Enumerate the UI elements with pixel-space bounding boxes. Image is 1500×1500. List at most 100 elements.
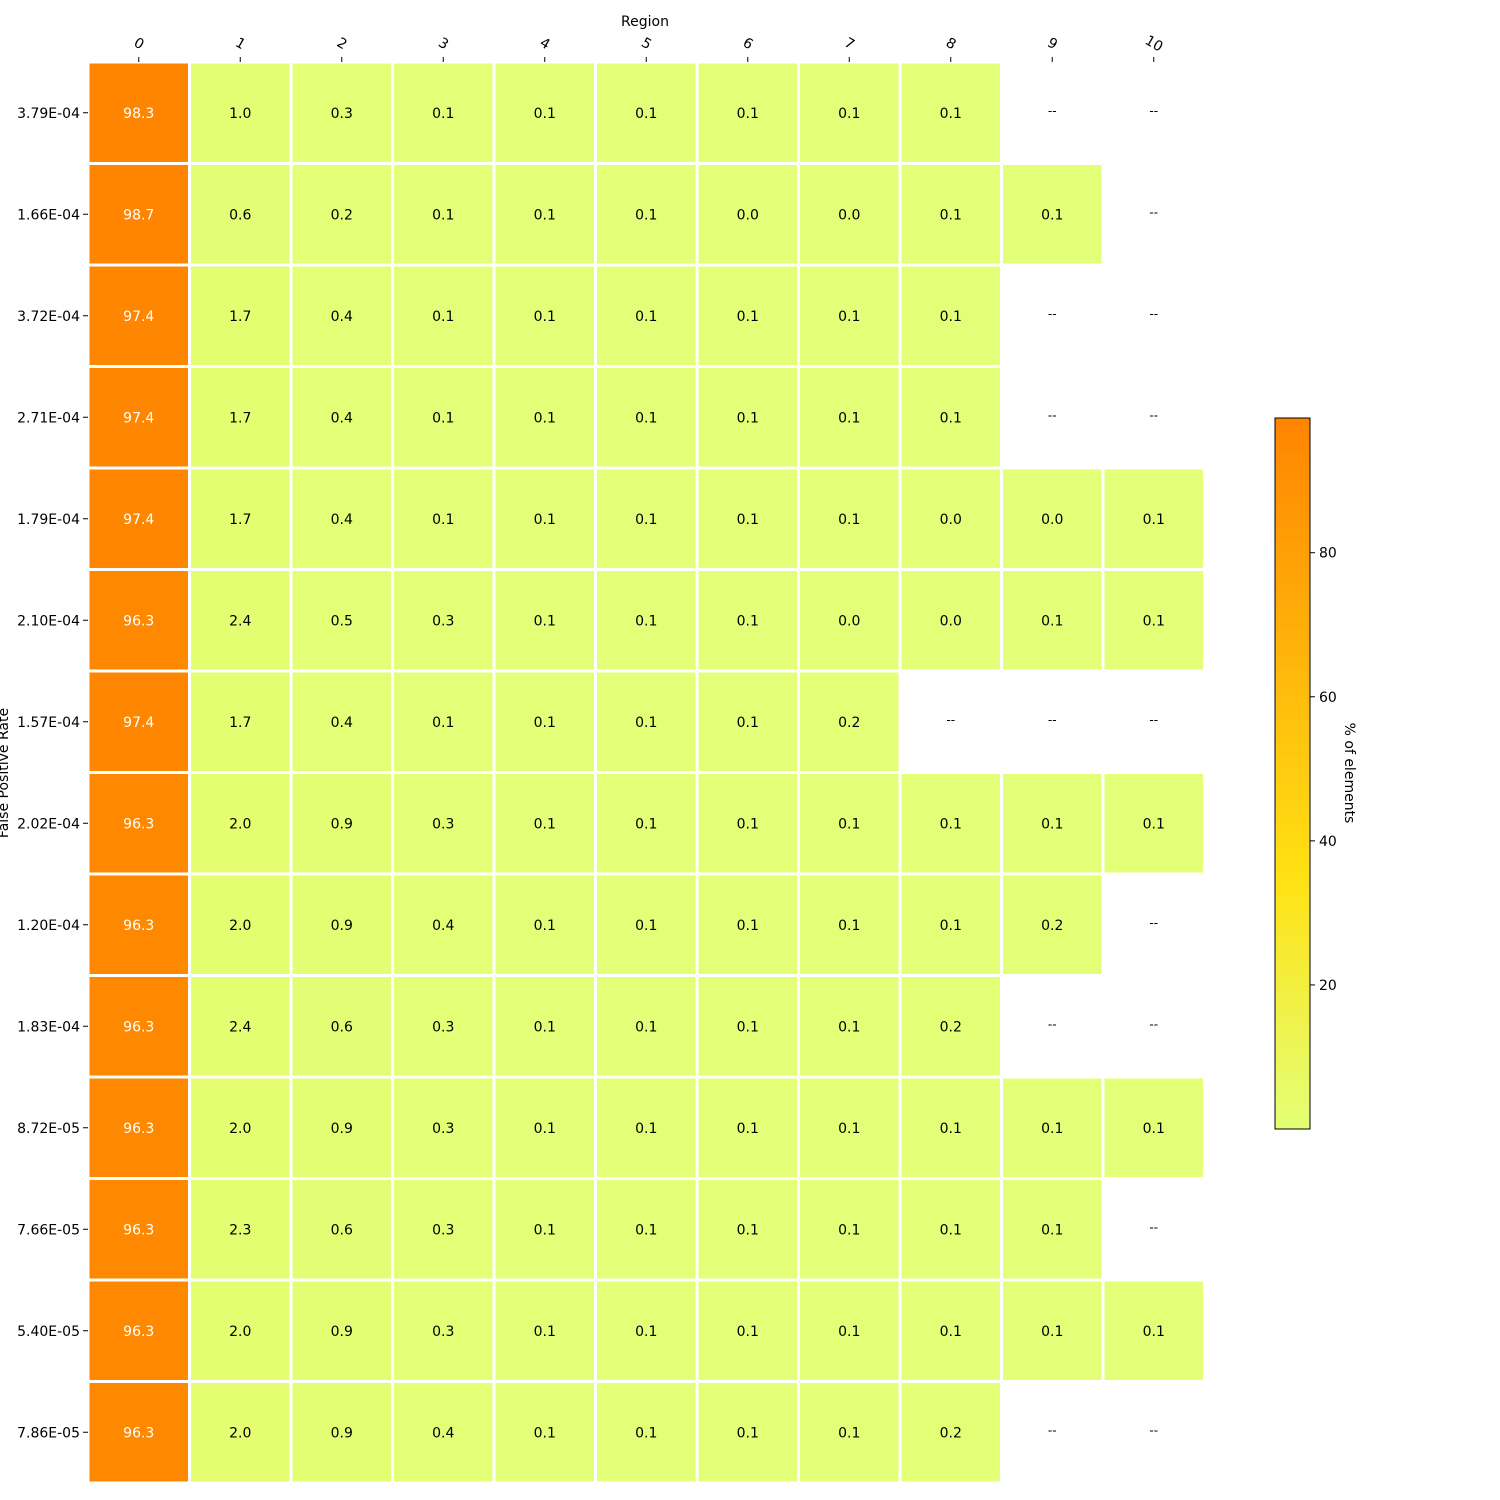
heatmap-cell-value: 97.4 bbox=[123, 309, 154, 325]
x-tick-label: 1 bbox=[232, 35, 248, 53]
heatmap-cell bbox=[191, 774, 290, 873]
heatmap-missing-label: -- bbox=[1149, 916, 1158, 930]
heatmap-cell-value: 0.3 bbox=[432, 1121, 454, 1137]
heatmap-cell bbox=[495, 1078, 594, 1177]
heatmap-cell bbox=[89, 1078, 188, 1177]
heatmap-cell bbox=[292, 875, 391, 974]
heatmap-cell bbox=[495, 672, 594, 771]
heatmap-cell bbox=[89, 1281, 188, 1380]
x-tick-label: 10 bbox=[1142, 33, 1165, 56]
heatmap-cell-value: 0.1 bbox=[635, 512, 657, 528]
heatmap-cell bbox=[597, 165, 696, 264]
heatmap-cell bbox=[1003, 1078, 1102, 1177]
heatmap-cell-value: 2.4 bbox=[229, 1019, 251, 1035]
heatmap-missing-label: -- bbox=[1149, 104, 1158, 118]
heatmap-cell-value: 1.7 bbox=[229, 715, 251, 731]
heatmap-cell bbox=[597, 1383, 696, 1482]
y-tick-label: 3.72E-04 bbox=[17, 309, 80, 325]
heatmap-cell-value: 2.0 bbox=[229, 1425, 251, 1441]
heatmap-cell-value: 0.4 bbox=[331, 512, 353, 528]
heatmap-cell-value: 96.3 bbox=[123, 918, 154, 934]
heatmap-cell-value: 0.1 bbox=[635, 106, 657, 122]
colorbar-gradient bbox=[1274, 417, 1311, 1130]
heatmap-cell bbox=[89, 875, 188, 974]
heatmap-cell bbox=[191, 571, 290, 670]
heatmap-cell-value: 0.0 bbox=[940, 512, 962, 528]
heatmap-cell bbox=[1003, 165, 1102, 264]
heatmap-cell-value: 0.1 bbox=[838, 410, 860, 426]
heatmap-cell-value: 0.1 bbox=[534, 1222, 556, 1238]
heatmap-cell bbox=[800, 266, 899, 365]
heatmap-cell-value: 1.7 bbox=[229, 309, 251, 325]
heatmap-cell bbox=[394, 875, 493, 974]
heatmap-cell bbox=[800, 165, 899, 264]
heatmap-cell-value: 0.1 bbox=[940, 309, 962, 325]
y-tick-label: 7.86E-05 bbox=[17, 1425, 80, 1441]
heatmap-cell bbox=[597, 266, 696, 365]
heatmap-cell-value: 0.1 bbox=[838, 1425, 860, 1441]
heatmap-cell-value: 0.6 bbox=[331, 1222, 353, 1238]
heatmap-cell bbox=[394, 266, 493, 365]
heatmap-cell-value: 0.1 bbox=[635, 715, 657, 731]
heatmap-cell bbox=[191, 266, 290, 365]
heatmap-cell bbox=[1003, 571, 1102, 670]
heatmap-cell-value: 0.2 bbox=[940, 1019, 962, 1035]
heatmap-cell bbox=[1003, 469, 1102, 568]
heatmap-cell bbox=[191, 368, 290, 467]
heatmap-cell-value: 0.1 bbox=[534, 1019, 556, 1035]
heatmap-cell-value: 0.1 bbox=[635, 410, 657, 426]
heatmap-cell bbox=[698, 774, 797, 873]
heatmap-cell-value: 0.9 bbox=[331, 1121, 353, 1137]
heatmap-cell bbox=[597, 1180, 696, 1279]
heatmap-cell bbox=[597, 469, 696, 568]
heatmap-cell bbox=[191, 1078, 290, 1177]
heatmap-cell-value: 0.3 bbox=[432, 613, 454, 629]
heatmap-cell bbox=[1104, 1281, 1203, 1380]
heatmap-cell bbox=[901, 165, 1000, 264]
heatmap-cell-value: 0.4 bbox=[432, 1425, 454, 1441]
heatmap-cell-value: 0.4 bbox=[432, 918, 454, 934]
heatmap-missing-label: -- bbox=[1149, 408, 1158, 422]
heatmap-cell-value: 0.1 bbox=[534, 1121, 556, 1137]
heatmap-cell-value: 0.1 bbox=[737, 410, 759, 426]
heatmap-cell-value: 0.1 bbox=[940, 816, 962, 832]
heatmap-cell bbox=[495, 774, 594, 873]
y-tick-label: 1.20E-04 bbox=[17, 918, 80, 934]
heatmap-cell-value: 0.1 bbox=[940, 410, 962, 426]
colorbar: 20 40 60 80 % of elements bbox=[1274, 417, 1357, 1130]
heatmap-cell bbox=[292, 63, 391, 162]
heatmap-cell-value: 2.0 bbox=[229, 816, 251, 832]
heatmap-cell bbox=[89, 368, 188, 467]
heatmap-cell-value: 0.6 bbox=[331, 1019, 353, 1035]
heatmap-cell bbox=[698, 368, 797, 467]
heatmap-cell bbox=[89, 469, 188, 568]
heatmap-cell bbox=[495, 63, 594, 162]
y-tick-label: 1.57E-04 bbox=[17, 715, 80, 731]
heatmap-cell-value: 2.0 bbox=[229, 1324, 251, 1340]
heatmap-cell bbox=[292, 672, 391, 771]
heatmap-cell bbox=[394, 672, 493, 771]
heatmap-cell bbox=[292, 571, 391, 670]
heatmap-cell-value: 96.3 bbox=[123, 1425, 154, 1441]
heatmap-cell-value: 0.0 bbox=[737, 207, 759, 223]
heatmap-cell-value: 0.1 bbox=[432, 512, 454, 528]
heatmap-cell-value: 0.1 bbox=[838, 1121, 860, 1137]
heatmap-cell-value: 2.0 bbox=[229, 918, 251, 934]
heatmap-cell bbox=[698, 165, 797, 264]
y-tick-label: 7.66E-05 bbox=[17, 1222, 80, 1238]
heatmap-cell bbox=[191, 469, 290, 568]
y-tick-label: 2.02E-04 bbox=[17, 816, 80, 832]
heatmap-cell-value: 0.1 bbox=[737, 816, 759, 832]
heatmap-cells: 98.3 1.0 0.3 0.1 0.1 0.1 0.1 0.1 0.1 -- -- 98.7 0.6 0… bbox=[89, 63, 1203, 1482]
heatmap-cell bbox=[698, 875, 797, 974]
heatmap-cell bbox=[89, 774, 188, 873]
heatmap-cell bbox=[1104, 774, 1203, 873]
heatmap-cell-value: 0.1 bbox=[534, 410, 556, 426]
heatmap-missing-label: -- bbox=[1048, 408, 1057, 422]
colorbar-tick-label: 60 bbox=[1319, 690, 1337, 706]
x-tick-label: 6 bbox=[740, 35, 756, 53]
x-tick-label: 5 bbox=[638, 35, 654, 53]
colorbar-ticks: 20 40 60 80 bbox=[1310, 546, 1337, 994]
heatmap-cell bbox=[292, 368, 391, 467]
